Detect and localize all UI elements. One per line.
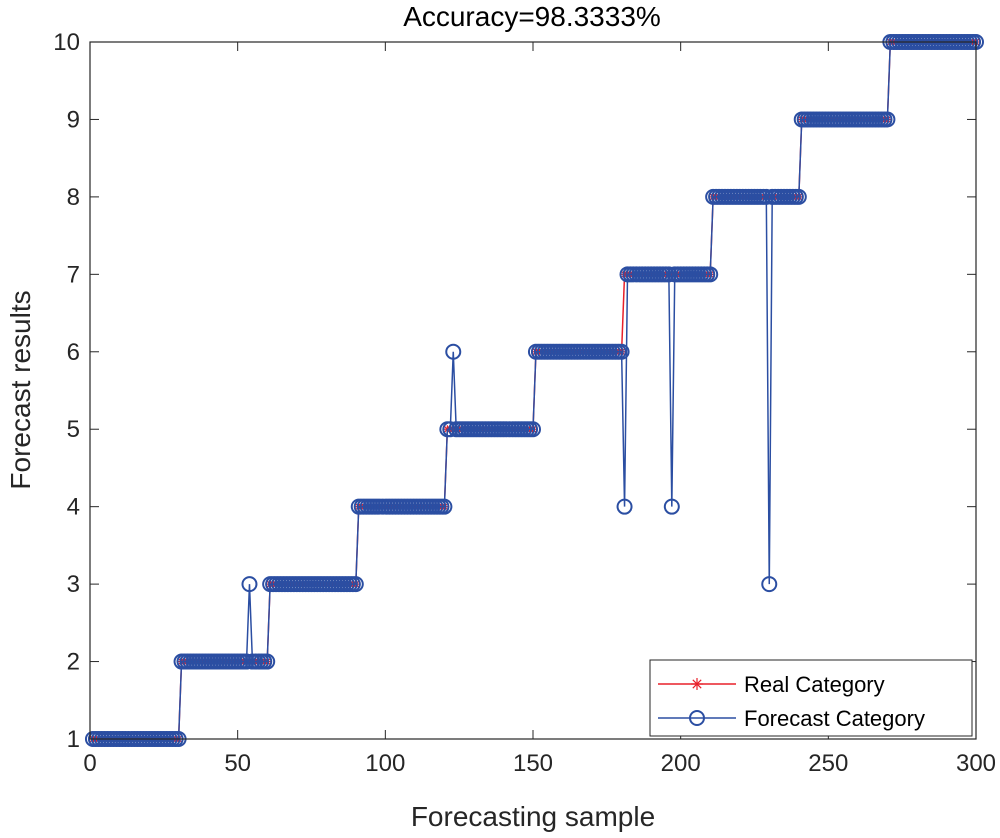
y-tick-label: 1 (67, 726, 80, 753)
legend-forecast-marker (689, 710, 705, 726)
forecast-point (347, 576, 364, 593)
x-tick-label: 300 (956, 750, 996, 777)
series-forecast-category (84, 34, 984, 747)
forecast-point (616, 498, 633, 515)
y-tick-label: 7 (67, 261, 80, 288)
y-axis-title: Forecast results (5, 290, 36, 489)
forecast-point (525, 421, 541, 438)
x-tick-label: 0 (83, 750, 96, 777)
forecast-point (663, 498, 680, 515)
forecast-point (436, 498, 453, 515)
y-tick-label: 3 (67, 571, 80, 598)
x-tick-label: 250 (808, 750, 848, 777)
y-tick-label: 9 (67, 106, 80, 133)
y-tick-label: 8 (67, 184, 80, 211)
forecast-point (259, 653, 276, 670)
y-tick-label: 6 (67, 339, 80, 366)
forecast-point (241, 576, 258, 593)
x-tick-label: 50 (224, 750, 251, 777)
forecast-point (702, 266, 719, 283)
legend-real-star (691, 678, 703, 690)
x-tick-label: 150 (513, 750, 553, 777)
forecast-point (790, 188, 807, 205)
forecast-point (445, 343, 462, 360)
plot-area (90, 42, 976, 739)
y-tick-label: 2 (67, 649, 80, 676)
forecast-point (613, 343, 630, 360)
chart-title: Accuracy=98.3333% (403, 1, 661, 32)
x-tick-label: 100 (365, 750, 405, 777)
legend-forecast-label: Forecast Category (744, 706, 925, 731)
x-axis-title: Forecasting sample (411, 801, 655, 832)
y-tick-label: 5 (67, 416, 80, 443)
legend-box (649, 659, 973, 737)
x-tick-label: 200 (661, 750, 701, 777)
forecast-point (879, 111, 896, 128)
plot-frame (89, 41, 977, 740)
forecast-point (761, 576, 778, 593)
legend-real-label: Real Category (744, 672, 885, 697)
legend: Real Category Forecast Category (649, 659, 973, 737)
y-tick-label: 10 (53, 29, 80, 56)
ticks-layer: 0 50 100 150 200 250 300 1 2 3 4 5 6 7 8 9 10 (53, 29, 996, 777)
y-tick-label: 4 (67, 494, 80, 521)
legend-real-marker (691, 678, 703, 690)
